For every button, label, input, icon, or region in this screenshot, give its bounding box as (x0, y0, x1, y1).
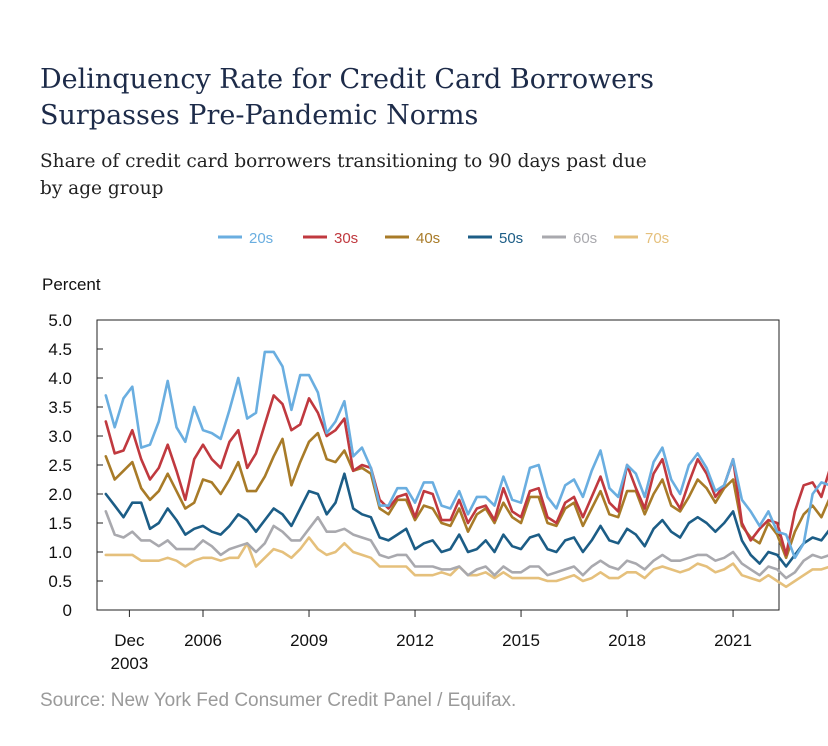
y-axis-label: Percent (42, 275, 101, 294)
y-tick-label: 3.5 (48, 398, 72, 417)
legend-label-50s: 50s (499, 230, 523, 247)
x-tick-label: 2009 (290, 631, 328, 650)
chart-title-line-1: Delinquency Rate for Credit Card Borrowe… (40, 64, 654, 95)
y-tick-label: 1.0 (48, 543, 72, 562)
chart-subtitle-line-2: by age group (40, 178, 164, 199)
y-tick-label: 1.5 (48, 514, 72, 533)
y-tick-label: 0.5 (48, 572, 72, 591)
x-tick-label-year: 2003 (110, 654, 148, 673)
y-tick-label: 4.0 (48, 369, 72, 388)
x-axis-ticks: Dec 2003 2006 2009 2012 2015 2018 2021 (110, 610, 752, 673)
chart-title-line-2: Surpasses Pre-Pandemic Norms (40, 100, 479, 131)
chart-title: Delinquency Rate for Credit Card Borrowe… (40, 62, 800, 134)
chart-subtitle-line-1: Share of credit card borrowers transitio… (40, 151, 647, 172)
legend: 20s 30s 40s 50s 60s 70s (218, 230, 669, 247)
y-axis-ticks: 0 0.5 1.0 1.5 2.0 2.5 3.0 3.5 4.0 4.5 5.0 (48, 311, 103, 620)
y-tick-label: 2.5 (48, 456, 72, 475)
plot-frame (96, 319, 780, 611)
series-line-50s (104, 472, 828, 568)
legend-label-60s: 60s (573, 230, 597, 247)
y-tick-label: 2.0 (48, 485, 72, 504)
y-tick-label: 0 (63, 601, 72, 620)
series-lines (104, 350, 828, 589)
y-tick-label: 4.5 (48, 340, 72, 359)
series-line-40s (104, 431, 828, 560)
legend-label-30s: 30s (334, 230, 358, 247)
x-tick-label: Dec (114, 631, 145, 650)
x-tick-label: 2012 (396, 631, 434, 650)
x-tick-label: 2021 (714, 631, 752, 650)
y-tick-label: 5.0 (48, 311, 72, 330)
series-line-70s (104, 536, 828, 589)
line-chart: 20s 30s 40s 50s 60s 70s Percent 0 0.5 1.0 1.5 2.0… (42, 230, 828, 673)
legend-label-40s: 40s (416, 230, 440, 247)
series-line-60s (104, 510, 828, 580)
x-tick-label: 2015 (502, 631, 540, 650)
legend-label-70s: 70s (645, 230, 669, 247)
source-note: Source: New York Fed Consumer Credit Pan… (40, 690, 517, 711)
y-tick-label: 3.0 (48, 427, 72, 446)
x-tick-label: 2018 (608, 631, 646, 650)
legend-label-20s: 20s (249, 230, 273, 247)
series-line-20s (104, 350, 828, 560)
x-tick-label: 2006 (184, 631, 222, 650)
chart-subtitle: Share of credit card borrowers transitio… (40, 148, 800, 202)
